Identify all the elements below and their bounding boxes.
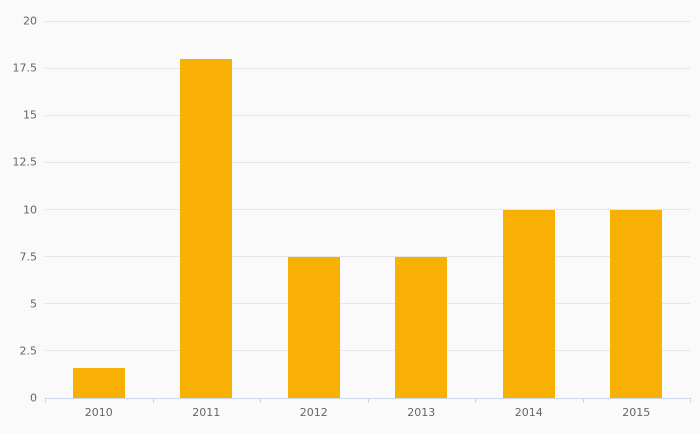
x-axis-tick	[690, 398, 691, 403]
x-axis-label-2015: 2015	[622, 406, 651, 419]
gridline-y-5	[45, 303, 690, 305]
bar-2011[interactable]	[180, 58, 233, 398]
x-axis-label-2013: 2013	[407, 406, 436, 419]
y-axis-label: 7.5	[19, 250, 38, 264]
y-axis-label: 15	[23, 108, 37, 122]
x-axis-tick	[475, 398, 476, 403]
gridline-y-7.5	[45, 256, 690, 258]
x-axis-tick	[260, 398, 261, 403]
gridline-y-10	[45, 209, 690, 210]
x-axis-label-2012: 2012	[299, 406, 328, 419]
y-axis-label: 12.5	[12, 155, 38, 169]
x-axis-label-2010: 2010	[84, 406, 113, 419]
plot-area: 0 2.5 5 7.5 10 12.5 15 17.5 20 2010 2011 2012 2013 20…	[13, 15, 691, 419]
gridline-y-20	[45, 20, 690, 22]
gridline-y-17.5	[45, 67, 690, 69]
y-axis-label: 10	[23, 203, 37, 216]
bar-2010[interactable]	[72, 367, 125, 398]
x-axis-tick	[152, 398, 154, 403]
x-axis-tick	[45, 398, 46, 403]
x-axis-tick	[582, 398, 584, 403]
x-axis-tick	[367, 398, 369, 403]
bar-2012[interactable]	[287, 256, 340, 398]
bar-2015[interactable]	[610, 209, 663, 398]
x-axis-label-2011: 2011	[192, 406, 221, 419]
gridline-y-15	[45, 114, 690, 116]
y-axis-label: 17.5	[12, 61, 38, 75]
y-axis-label: 2.5	[19, 344, 38, 358]
gridline-y-12.5	[45, 161, 690, 163]
y-axis-label: 0	[30, 391, 37, 405]
x-axis-label-2014: 2014	[514, 406, 543, 419]
bar-2014[interactable]	[502, 209, 555, 398]
y-axis-label: 5	[30, 297, 37, 311]
gridline-y-2.5	[45, 350, 690, 352]
bar-2013[interactable]	[395, 256, 448, 398]
y-axis-label: 20	[23, 14, 37, 28]
